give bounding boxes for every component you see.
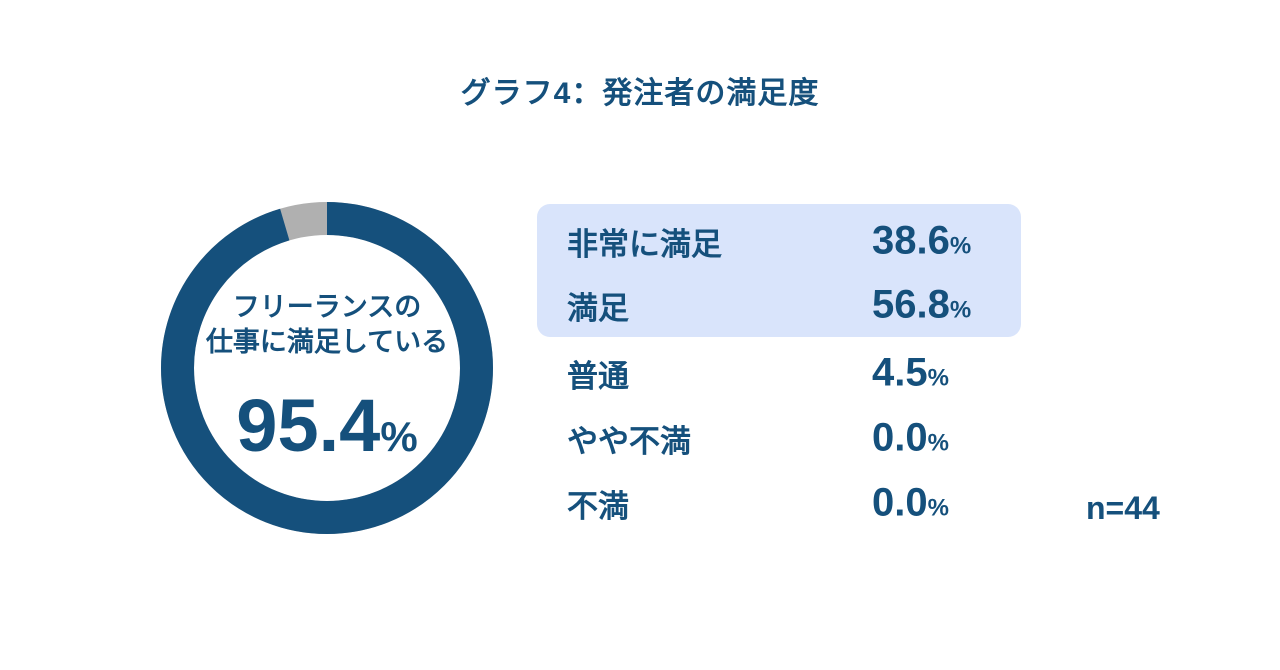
legend-row-label: やや不満: [567, 423, 691, 459]
percent-unit: %: [927, 494, 949, 522]
legend-row-value: 38.6%: [872, 219, 971, 264]
legend-row-label: 普通: [567, 358, 629, 394]
donut-percent-unit: %: [380, 413, 418, 460]
percent-unit: %: [927, 364, 949, 392]
sample-size: n=44: [1086, 490, 1160, 526]
donut-center-value: 95.4%: [236, 384, 417, 479]
legend-row-value: 56.8%: [872, 283, 971, 328]
donut-center-line-1: フリーランスの: [232, 292, 422, 322]
legend-row-somewhat-dissatisfied: やや不満 0.0%: [537, 409, 1021, 467]
percent-unit: %: [927, 429, 949, 457]
legend-row-very-satisfied: 非常に満足 38.6%: [537, 212, 1021, 270]
chart-title: グラフ4：発注者の満足度: [460, 77, 820, 110]
legend-row-value-number: 0.0: [872, 415, 928, 460]
donut-arc: [161, 202, 493, 534]
legend-row-value-number: 0.0: [872, 480, 928, 525]
legend-row-value: 0.0%: [872, 416, 949, 461]
legend-row-value: 4.5%: [872, 351, 949, 396]
legend-row-value-number: 4.5: [872, 350, 928, 395]
legend-highlight-box: [537, 204, 1021, 337]
legend-row-satisfied: 満足 56.8%: [537, 276, 1021, 334]
legend-table: 非常に満足 38.6% 満足 56.8% 普通 4.5% やや不満 0.0% 不…: [537, 204, 1021, 544]
percent-unit: %: [949, 296, 972, 324]
legend-row-value-number: 38.6: [872, 218, 950, 263]
legend-row-label: 不満: [567, 488, 629, 524]
legend-row-value: 0.0%: [872, 481, 949, 526]
donut-center-label: フリーランスの 仕事に満足している 95.4%: [161, 202, 493, 534]
donut-center-value-number: 95.4: [236, 384, 381, 467]
donut-center-line-2: 仕事に満足している: [205, 327, 449, 357]
legend-row-value-number: 56.8: [872, 282, 950, 327]
legend-row-neutral: 普通 4.5%: [537, 344, 1021, 402]
legend-row-label: 満足: [567, 290, 629, 326]
legend-row-label: 非常に満足: [567, 226, 722, 262]
legend-row-dissatisfied: 不満 0.0%: [537, 474, 1021, 532]
donut-chart: フリーランスの 仕事に満足している 95.4%: [161, 202, 493, 534]
donut-svg: [161, 202, 493, 534]
percent-unit: %: [949, 232, 972, 260]
